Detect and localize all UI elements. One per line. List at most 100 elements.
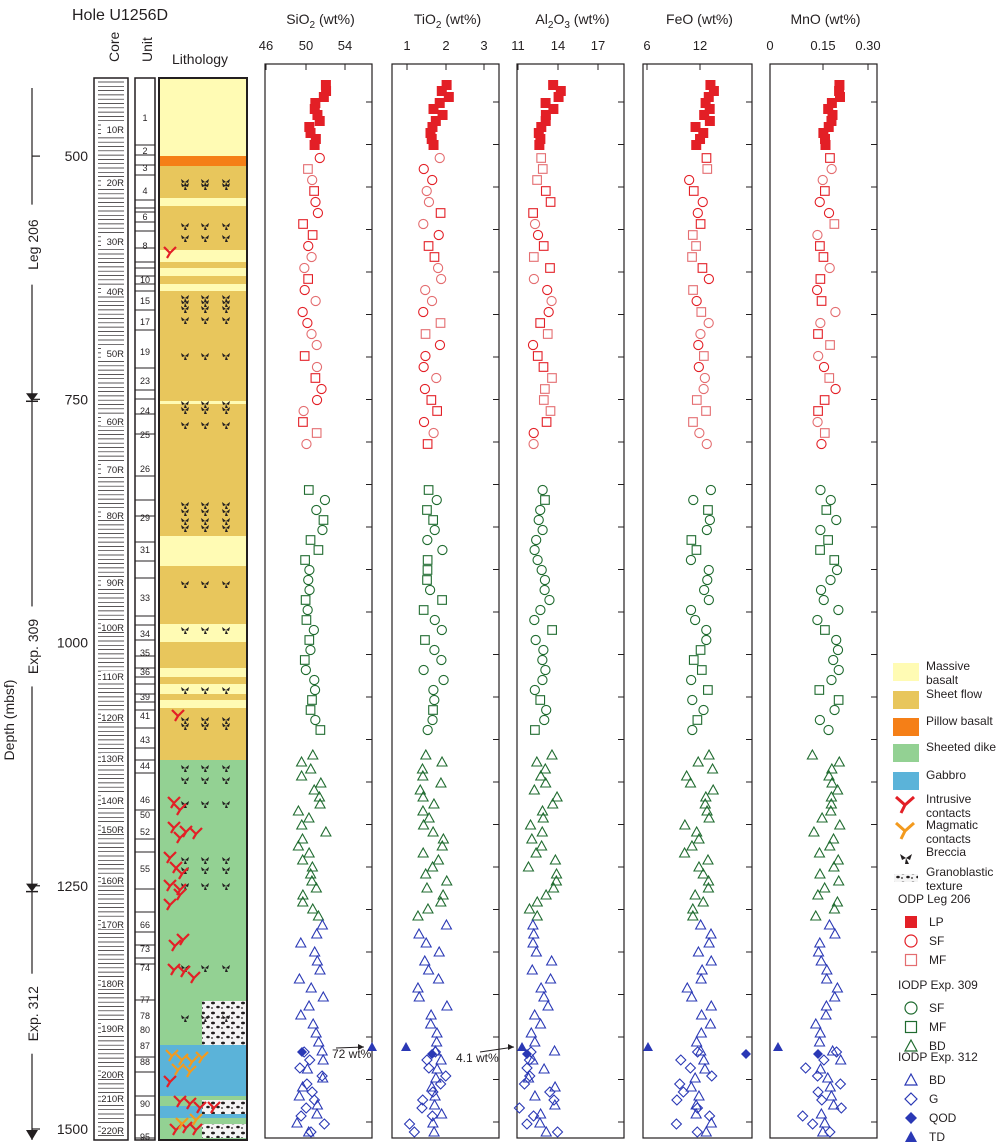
breccia-icon <box>201 857 209 864</box>
unit-label: 44 <box>140 761 150 771</box>
magmatic-contact-icon <box>175 1117 189 1130</box>
breccia-icon <box>201 627 209 634</box>
data-point <box>304 762 317 774</box>
data-point <box>437 832 450 844</box>
data-point <box>314 963 326 975</box>
legend-label: Intrusive contacts <box>926 792 972 820</box>
data-point <box>367 1042 377 1051</box>
breccia-icon <box>201 422 209 429</box>
intrusive-contact-icon <box>173 803 187 816</box>
core-label: 110R <box>102 672 124 683</box>
lithology-column-frame <box>158 77 248 1141</box>
data-point <box>530 755 543 767</box>
data-point <box>693 1089 705 1101</box>
data-point <box>432 406 442 416</box>
data-point <box>303 485 314 495</box>
data-point <box>414 783 427 795</box>
data-point <box>422 963 435 975</box>
breccia-icon <box>181 295 189 302</box>
data-point <box>819 428 830 438</box>
breccia-icon <box>181 525 189 532</box>
breccia-icon <box>222 295 230 302</box>
data-point <box>703 505 713 515</box>
data-point <box>827 832 840 844</box>
data-point <box>429 252 440 262</box>
data-point <box>550 867 563 879</box>
breccia-icon <box>181 777 189 784</box>
data-point <box>306 748 319 760</box>
data-point <box>319 825 332 837</box>
data-point <box>796 1110 809 1122</box>
data-point <box>686 839 698 851</box>
breccia-icon <box>222 235 230 242</box>
data-point <box>702 853 714 865</box>
data-point <box>513 1102 526 1114</box>
breccia-icon <box>181 1015 189 1022</box>
data-point <box>418 218 429 230</box>
data-point <box>813 329 823 339</box>
intrusive-contact-icon <box>175 867 189 880</box>
data-point <box>439 1070 452 1082</box>
data-point <box>535 504 546 516</box>
data-point <box>675 1054 687 1066</box>
breccia-icon <box>222 509 230 516</box>
core-label: 20R <box>107 178 125 189</box>
data-point <box>553 92 564 102</box>
legend-swatch <box>893 691 919 709</box>
breccia-icon <box>181 723 189 730</box>
expedition-label: Exp. 309 <box>25 619 41 674</box>
data-point <box>818 1054 830 1066</box>
panel-tick-label: 14 <box>551 38 565 53</box>
intrusive-contact-icon <box>163 246 177 259</box>
data-point <box>313 545 324 555</box>
unit-label: 4 <box>142 186 147 196</box>
data-point <box>542 284 553 296</box>
data-point <box>815 954 828 966</box>
panel-tick-label: 0.30 <box>855 38 880 53</box>
data-point <box>704 514 716 526</box>
data-point <box>428 797 440 809</box>
data-point <box>830 1046 843 1058</box>
data-point <box>317 1053 330 1065</box>
data-point <box>418 306 429 318</box>
data-point <box>684 1062 697 1074</box>
data-point <box>316 1044 329 1056</box>
core-label: 130R <box>101 754 124 765</box>
data-point <box>539 574 551 586</box>
data-point <box>301 615 312 625</box>
data-point <box>428 684 439 696</box>
data-point <box>701 804 713 816</box>
data-point <box>703 748 715 760</box>
unit-label: 41 <box>140 711 150 721</box>
unit-label: 15 <box>140 296 150 306</box>
data-point <box>441 999 453 1011</box>
data-point <box>533 514 544 526</box>
magmatic-contact-icon <box>195 1051 209 1064</box>
depth-tick-label: 750 <box>65 391 89 407</box>
core-label-bg <box>101 177 125 187</box>
lithology-layer <box>160 760 246 1045</box>
data-point <box>419 748 432 760</box>
data-point <box>812 416 823 428</box>
unit-label: 25 <box>140 430 150 440</box>
data-point <box>428 104 439 114</box>
data-point <box>304 564 315 576</box>
legend-marker <box>903 1038 919 1052</box>
unit-label: 31 <box>140 545 150 555</box>
annotation-arrowhead <box>508 1044 514 1050</box>
data-point <box>699 372 711 384</box>
data-point <box>816 1094 828 1106</box>
data-point <box>544 1086 556 1098</box>
data-point <box>434 339 446 351</box>
data-point <box>546 295 557 307</box>
data-point <box>688 417 698 427</box>
unit-label: 19 <box>140 347 150 357</box>
data-point <box>824 262 835 274</box>
core-label: 40R <box>107 287 125 298</box>
data-point <box>435 1107 448 1119</box>
intrusive-contact-icon <box>173 888 187 901</box>
data-point <box>433 229 444 241</box>
breccia-icon <box>181 518 189 525</box>
data-point <box>528 1008 541 1020</box>
